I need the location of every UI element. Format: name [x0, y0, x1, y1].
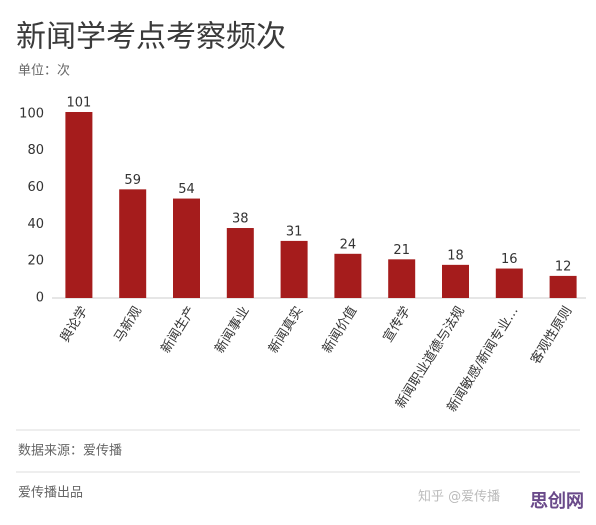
- bar: [442, 264, 469, 298]
- y-tick-label: 100: [19, 106, 44, 121]
- bar: [65, 112, 93, 298]
- value-label: 38: [232, 212, 249, 227]
- value-label: 101: [66, 96, 91, 111]
- value-label: 18: [447, 248, 464, 263]
- bar: [495, 268, 523, 298]
- bar: [173, 198, 200, 298]
- y-tick-label: 80: [27, 143, 44, 158]
- footer: 爱传播出品: [18, 486, 83, 501]
- chart-title: 新闻学考点考察频次: [16, 20, 286, 55]
- watermark: 知乎 @爱传播: [418, 489, 500, 505]
- bar: [334, 253, 362, 298]
- chart-subtitle: 单位：次: [18, 63, 70, 79]
- value-label: 24: [340, 237, 357, 252]
- y-tick-label: 0: [36, 291, 44, 306]
- value-label: 21: [393, 243, 410, 258]
- bar: [388, 259, 416, 298]
- y-tick-label: 20: [27, 254, 44, 269]
- source: 数据来源：爱传播: [18, 444, 122, 459]
- bar: [280, 240, 308, 298]
- value-label: 16: [501, 252, 518, 267]
- value-label: 59: [124, 173, 141, 188]
- y-tick-label: 60: [27, 180, 44, 195]
- bar: [549, 275, 577, 298]
- bar: [226, 228, 254, 298]
- y-tick-label: 40: [27, 217, 44, 232]
- bar: [119, 189, 147, 298]
- value-label: 12: [555, 259, 572, 274]
- value-label: 31: [286, 224, 303, 239]
- watermark: 思创网: [530, 490, 584, 512]
- value-label: 54: [178, 182, 195, 197]
